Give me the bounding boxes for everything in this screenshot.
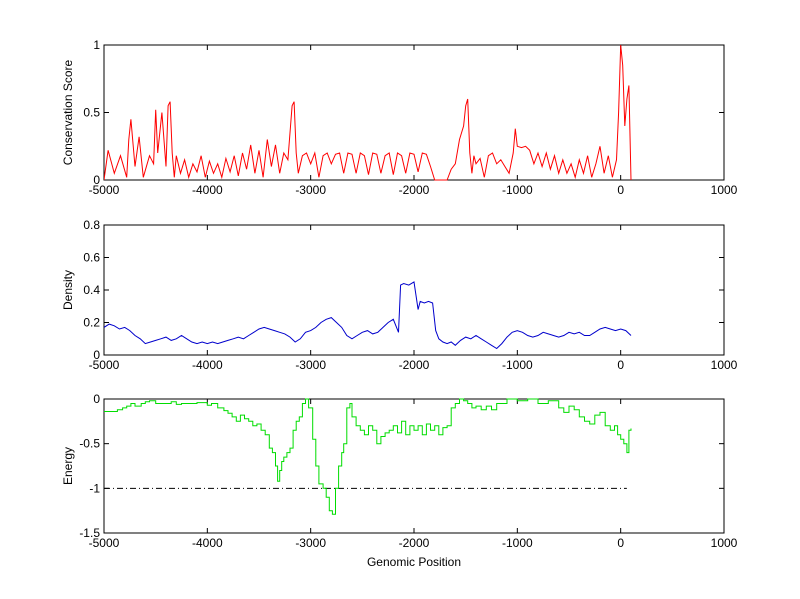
series-line-1 [104, 281, 632, 350]
y-tick-label: -1.5 [79, 526, 100, 540]
y-tick-label: 0.6 [83, 251, 100, 265]
y-axis-label: Density [61, 270, 75, 310]
x-tick-label: -5000 [89, 536, 120, 550]
x-tick-label: 0 [617, 358, 624, 372]
x-tick-label: -1000 [502, 358, 533, 372]
plot-area [103, 44, 725, 181]
x-tick-label: -1000 [502, 183, 533, 197]
y-tick-label: 0 [93, 173, 100, 187]
y-axis-label: Energy [61, 447, 75, 485]
x-tick-label: -3000 [295, 183, 326, 197]
y-tick-label: -0.5 [79, 437, 100, 451]
y-tick-label: -1 [89, 481, 100, 495]
x-tick-label: -5000 [89, 358, 120, 372]
y-tick-label: 0.5 [83, 106, 100, 120]
x-tick-label: 1000 [711, 183, 738, 197]
panel-2: -5000 -4000 -3000 -2000 -1000 0 1000 0 0.2 0.4 0.6… [61, 218, 738, 372]
y-tick-label: 1 [93, 38, 100, 52]
x-tick-label: -5000 [89, 183, 120, 197]
y-tick-label: 0 [93, 392, 100, 406]
x-tick-label: -1000 [502, 536, 533, 550]
y-tick-label: 0 [93, 348, 100, 362]
x-tick-label: 1000 [711, 536, 738, 550]
y-axis-label: Conservation Score [61, 59, 75, 165]
x-tick-label: -2000 [399, 536, 430, 550]
x-tick-label: -2000 [399, 183, 430, 197]
x-tick-label: 1000 [711, 358, 738, 372]
x-tick-label: -3000 [295, 536, 326, 550]
x-tick-label: 0 [617, 536, 624, 550]
x-axis-label: Genomic Position [367, 555, 461, 569]
series-line-1 [104, 398, 632, 515]
panel-3: -5000 -4000 -3000 -2000 -1000 0 1000 -1.5 -1 -0.5… [61, 392, 738, 569]
series-line-1 [104, 44, 632, 181]
y-tick-label: 0.8 [83, 218, 100, 232]
panel-1: -5000 -4000 -3000 -2000 -1000 0 1000 0 0.5 1 Conse… [61, 38, 738, 197]
x-tick-label: -4000 [192, 536, 223, 550]
x-tick-label: -4000 [192, 183, 223, 197]
y-tick-label: 0.2 [83, 316, 100, 330]
plot-area [103, 398, 725, 534]
x-tick-label: 0 [617, 183, 624, 197]
x-tick-label: -2000 [399, 358, 430, 372]
y-tick-label: 0.4 [83, 283, 100, 297]
x-tick-label: -4000 [192, 358, 223, 372]
x-tick-label: -3000 [295, 358, 326, 372]
